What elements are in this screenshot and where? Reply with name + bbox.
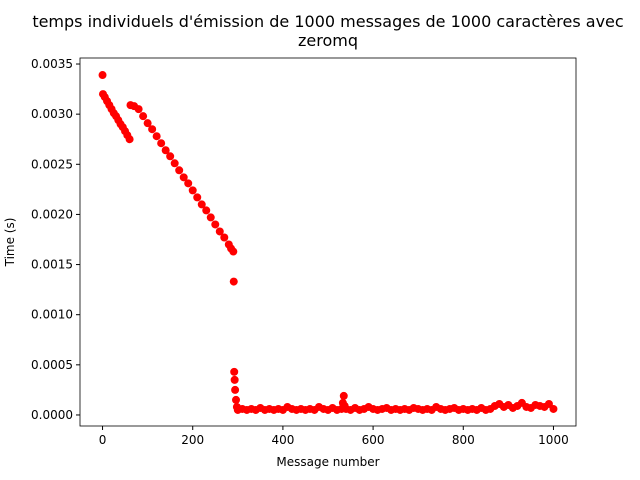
y-tick-label: 0.0010 (31, 308, 73, 322)
point (549, 404, 558, 413)
y-tick-label: 0.0025 (31, 157, 73, 171)
point (134, 105, 143, 114)
y-tick-label: 0.0020 (31, 207, 73, 221)
point (231, 385, 240, 394)
chart-title: temps individuels d'émission de 1000 mes… (32, 12, 624, 50)
y-tick-label: 0.0005 (31, 358, 73, 372)
point (143, 119, 152, 128)
point (230, 375, 239, 384)
point (229, 277, 238, 286)
x-tick-label: 800 (452, 433, 475, 447)
x-tick-label: 400 (271, 433, 294, 447)
y-tick-label: 0.0015 (31, 258, 73, 272)
point (125, 135, 134, 144)
point (184, 179, 193, 188)
point (139, 112, 148, 121)
point (230, 367, 239, 376)
point (193, 193, 202, 202)
point (215, 227, 224, 236)
y-tick-label: 0.0000 (31, 408, 73, 422)
point (166, 152, 175, 161)
point (220, 233, 229, 242)
point (175, 166, 184, 175)
x-tick-label: 0 (99, 433, 107, 447)
point (339, 391, 348, 400)
y-tick-label: 0.0035 (31, 57, 73, 71)
point (152, 132, 161, 141)
plot-frame (79, 57, 577, 427)
point (229, 247, 238, 256)
x-tick-label: 600 (362, 433, 385, 447)
point (179, 173, 188, 182)
point (148, 125, 157, 134)
x-tick-label: 1000 (538, 433, 569, 447)
y-tick-label: 0.0030 (31, 107, 73, 121)
point (188, 186, 197, 195)
y-axis-label: Time (s) (3, 218, 17, 268)
point (98, 71, 107, 80)
x-axis-label: Message number (276, 455, 379, 469)
point (197, 200, 206, 209)
point (157, 139, 166, 148)
point (211, 220, 220, 229)
point (206, 213, 215, 222)
point (161, 146, 170, 155)
point (202, 206, 211, 215)
x-tick-label: 200 (181, 433, 204, 447)
point (232, 395, 241, 404)
point (170, 159, 179, 168)
